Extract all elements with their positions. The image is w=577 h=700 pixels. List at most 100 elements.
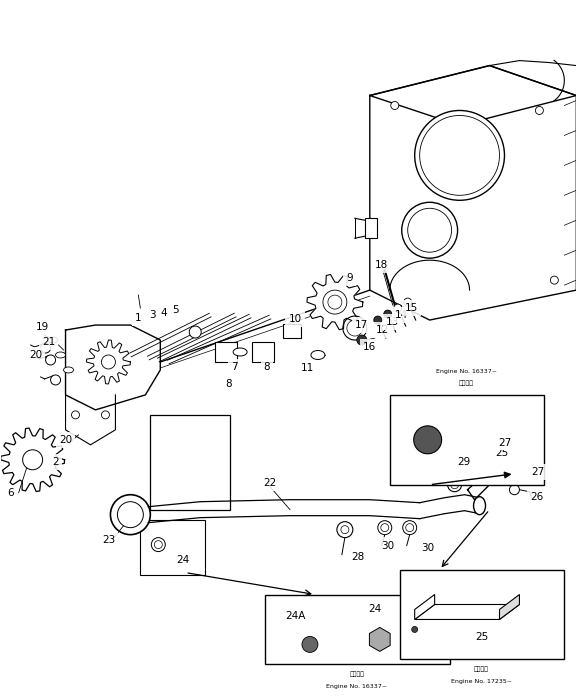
Circle shape	[381, 524, 389, 531]
Circle shape	[550, 276, 559, 284]
Circle shape	[406, 524, 414, 531]
Polygon shape	[66, 395, 115, 444]
Bar	[265, 594, 449, 664]
Bar	[151, 415, 230, 510]
Bar	[389, 395, 544, 484]
Circle shape	[151, 538, 165, 552]
Text: 28: 28	[351, 552, 365, 561]
Text: 25: 25	[475, 632, 488, 643]
Circle shape	[384, 310, 392, 318]
Circle shape	[40, 343, 51, 353]
Circle shape	[102, 411, 110, 419]
Text: 29: 29	[457, 457, 470, 467]
Text: 2: 2	[53, 457, 59, 467]
Circle shape	[412, 626, 418, 632]
Polygon shape	[500, 594, 519, 620]
Text: 6: 6	[8, 488, 14, 498]
Circle shape	[343, 316, 367, 340]
Circle shape	[374, 316, 382, 324]
Text: 25: 25	[495, 448, 508, 458]
Polygon shape	[87, 340, 130, 384]
Circle shape	[154, 540, 162, 549]
Text: 適用番号: 適用番号	[349, 672, 364, 678]
Bar	[215, 342, 237, 362]
Text: 27: 27	[498, 438, 511, 448]
Ellipse shape	[233, 348, 247, 356]
Text: 10: 10	[288, 314, 302, 324]
Circle shape	[347, 320, 363, 336]
Text: 15: 15	[405, 303, 418, 313]
Circle shape	[46, 355, 55, 365]
Circle shape	[408, 209, 452, 252]
Circle shape	[23, 450, 43, 470]
Bar	[140, 519, 205, 575]
Text: 18: 18	[375, 260, 388, 270]
Circle shape	[302, 636, 318, 652]
Circle shape	[357, 335, 367, 345]
Text: 1: 1	[135, 313, 142, 323]
Bar	[283, 324, 301, 338]
Polygon shape	[370, 66, 576, 125]
Circle shape	[414, 426, 441, 454]
Text: Engine No. 16337~: Engine No. 16337~	[327, 685, 387, 690]
Circle shape	[403, 521, 417, 535]
Text: 26: 26	[530, 491, 543, 502]
Circle shape	[337, 522, 353, 538]
Circle shape	[504, 469, 515, 481]
Ellipse shape	[47, 337, 58, 343]
Text: 13: 13	[386, 317, 399, 327]
Polygon shape	[1, 500, 10, 523]
Polygon shape	[370, 66, 576, 320]
Ellipse shape	[311, 351, 325, 360]
Text: 適用番号: 適用番号	[474, 667, 489, 673]
Ellipse shape	[474, 497, 485, 514]
Bar	[252, 342, 274, 362]
Text: 14: 14	[395, 310, 409, 320]
Circle shape	[509, 484, 519, 495]
Text: 24: 24	[177, 554, 190, 565]
Circle shape	[378, 521, 392, 535]
Polygon shape	[307, 274, 363, 330]
Text: 12: 12	[376, 325, 389, 335]
Polygon shape	[415, 594, 434, 620]
Text: 11: 11	[301, 363, 313, 373]
Circle shape	[394, 304, 402, 312]
Ellipse shape	[63, 367, 73, 373]
Text: 19: 19	[36, 322, 49, 332]
Text: 30: 30	[381, 540, 394, 551]
Text: 21: 21	[42, 337, 55, 347]
Text: 適用番号: 適用番号	[459, 380, 474, 386]
Circle shape	[391, 102, 399, 109]
Circle shape	[404, 298, 412, 306]
Text: 5: 5	[172, 305, 179, 315]
Text: 24A: 24A	[285, 612, 305, 622]
Circle shape	[402, 202, 458, 258]
Text: 20: 20	[59, 435, 72, 444]
Bar	[365, 218, 377, 238]
Circle shape	[72, 411, 80, 419]
Polygon shape	[467, 455, 530, 500]
Text: Engine No. 17235~: Engine No. 17235~	[451, 679, 512, 685]
Polygon shape	[66, 325, 160, 410]
Circle shape	[341, 526, 349, 533]
Text: 8: 8	[225, 379, 231, 389]
Circle shape	[535, 106, 544, 115]
Circle shape	[117, 502, 143, 528]
Bar	[400, 570, 564, 659]
Circle shape	[415, 111, 504, 200]
Circle shape	[110, 495, 151, 535]
Text: Engine No. 16337~: Engine No. 16337~	[436, 369, 497, 374]
Circle shape	[328, 295, 342, 309]
Text: 22: 22	[264, 477, 276, 488]
Text: 20: 20	[29, 350, 42, 360]
Text: 7: 7	[231, 362, 238, 372]
Circle shape	[419, 116, 500, 195]
Polygon shape	[415, 605, 519, 620]
Text: 30: 30	[421, 542, 434, 552]
Circle shape	[102, 355, 115, 369]
Text: 23: 23	[102, 535, 115, 545]
Polygon shape	[1, 148, 10, 420]
Text: 9: 9	[347, 273, 353, 283]
Polygon shape	[1, 420, 8, 480]
Text: 3: 3	[149, 310, 156, 320]
